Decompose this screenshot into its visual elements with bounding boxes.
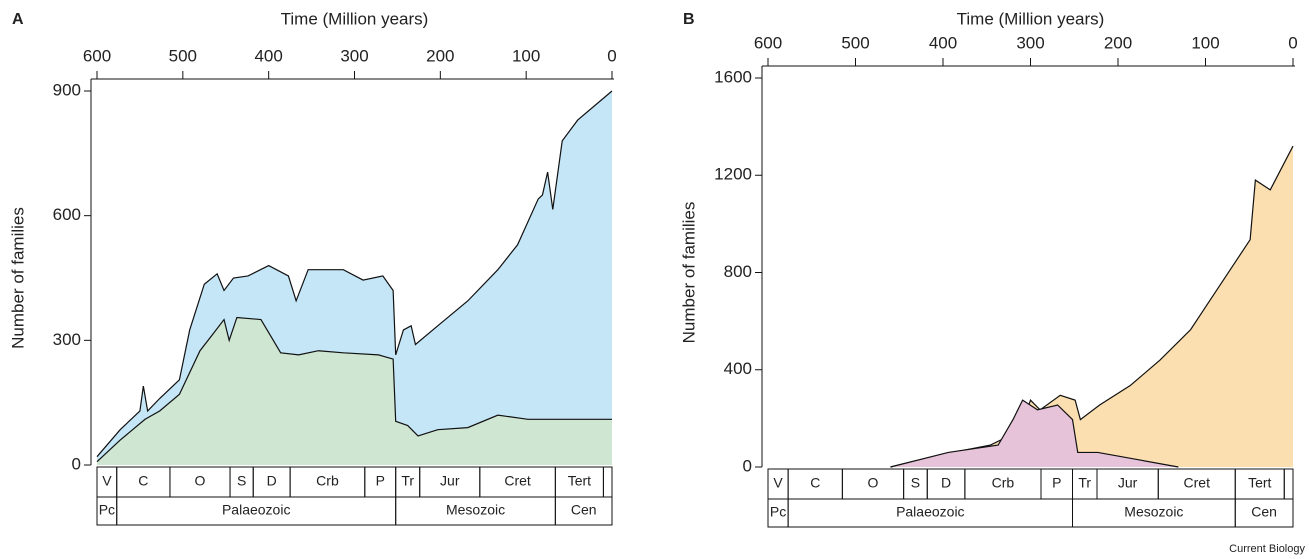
period-label: O [195, 473, 206, 489]
period-label: P [1052, 475, 1061, 491]
x-tick-label: 500 [841, 33, 869, 52]
y-tick-label: 1200 [714, 165, 752, 184]
y-tick-label: 400 [724, 359, 752, 378]
area-fill [891, 146, 1294, 467]
y-tick-label: 800 [724, 262, 752, 281]
x-axis-title: Time (Million years) [957, 9, 1105, 28]
period-label: Jur [440, 473, 460, 489]
y-tick-label: 300 [53, 330, 81, 349]
x-tick-label: 600 [754, 33, 782, 52]
era-label: Palaeozoic [222, 502, 291, 518]
period-label: Tert [1248, 475, 1271, 491]
period-label: S [911, 475, 920, 491]
figure: Current Biology A Time (Million years) Num… [0, 0, 1309, 559]
x-tick-label: 600 [83, 46, 111, 65]
era-label: Pc [770, 504, 786, 520]
period-label: Cret [1184, 475, 1211, 491]
period-label: D [941, 475, 951, 491]
period-cell [603, 467, 612, 497]
era-label: Cen [571, 502, 597, 518]
period-label: Cret [504, 473, 531, 489]
period-label: C [138, 473, 148, 489]
period-label: Tert [568, 473, 591, 489]
panel-label: B [683, 11, 695, 28]
period-label: Crb [992, 475, 1015, 491]
era-label: Palaeozoic [896, 504, 965, 520]
y-tick-label: 900 [53, 80, 81, 99]
y-tick-label: 600 [53, 205, 81, 224]
period-label: Tr [1078, 475, 1091, 491]
panel-label: A [12, 11, 24, 28]
x-tick-label: 500 [169, 46, 197, 65]
x-tick-label: 0 [607, 46, 616, 65]
x-tick-label: 400 [929, 33, 957, 52]
y-axis-title: Number of families [679, 202, 698, 344]
period-label: Crb [316, 473, 339, 489]
y-tick-label: 1600 [714, 67, 752, 86]
x-tick-label: 200 [1104, 33, 1132, 52]
period-label: Tr [401, 473, 414, 489]
period-label: O [868, 475, 879, 491]
era-label: Mesozoic [446, 502, 505, 518]
x-tick-label: 300 [1016, 33, 1044, 52]
era-label: Cen [1251, 504, 1277, 520]
period-label: D [267, 473, 277, 489]
x-tick-label: 300 [340, 46, 368, 65]
x-tick-label: 0 [1288, 33, 1297, 52]
x-tick-label: 100 [512, 46, 540, 65]
x-axis-title: Time (Million years) [281, 9, 429, 28]
x-tick-label: 200 [426, 46, 454, 65]
period-label: C [810, 475, 820, 491]
period-label: S [237, 473, 246, 489]
x-tick-label: 100 [1191, 33, 1219, 52]
period-label: Jur [1118, 475, 1138, 491]
x-tick-label: 400 [254, 46, 282, 65]
period-label: V [102, 473, 112, 489]
era-label: Mesozoic [1124, 504, 1183, 520]
period-cell [1284, 469, 1293, 499]
period-label: V [773, 475, 783, 491]
period-label: P [376, 473, 385, 489]
y-tick-label: 0 [72, 454, 81, 473]
y-tick-label: 0 [743, 456, 752, 475]
credit: Current Biology [1229, 543, 1305, 555]
era-label: Pc [99, 502, 115, 518]
y-axis-title: Number of families [8, 207, 27, 349]
